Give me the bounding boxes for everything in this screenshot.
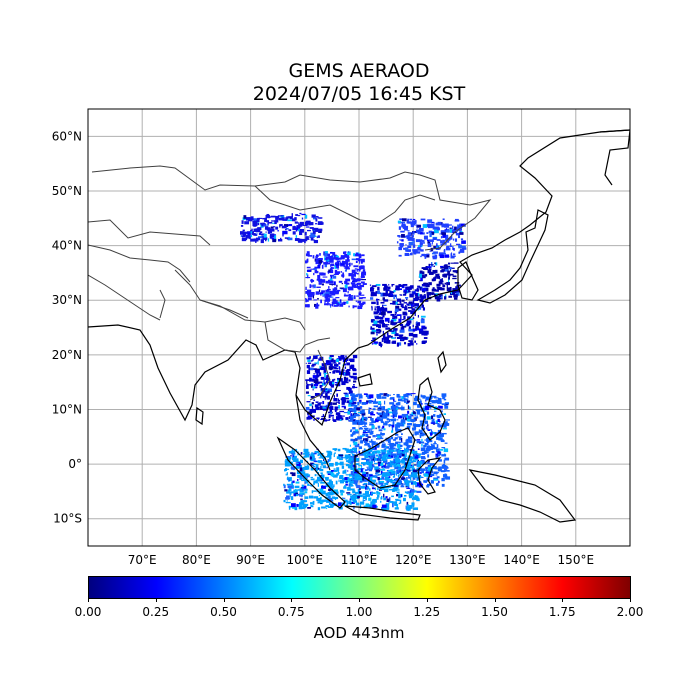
sulawesi-coast (417, 457, 442, 495)
colorbar-label: AOD 443nm (313, 624, 405, 642)
aod-patch (369, 283, 429, 348)
colorbar-tick-mark (88, 598, 89, 602)
border-afg-pak (88, 274, 161, 321)
colorbar-tick-label: 2.00 (616, 605, 644, 619)
colorbar-tick-label: 1.25 (413, 605, 441, 619)
malay-peninsula (295, 394, 331, 471)
borneo-coast (354, 427, 416, 489)
colorbar-tick-mark (494, 598, 496, 602)
lat-tick-label: 0° (68, 457, 82, 471)
srilanka-coast (195, 406, 204, 426)
map-subtitle-datetime: 2024/07/05 16:45 KST (252, 83, 466, 105)
aod-patch (283, 447, 423, 512)
lon-tick-label: 130°E (449, 553, 486, 567)
lon-tick-label: 80°E (182, 553, 211, 567)
country-borders (88, 165, 492, 401)
border-central-asia (88, 244, 191, 283)
colorbar-tick-mark (155, 598, 157, 602)
lat-tick-label: 40°N (52, 239, 82, 253)
border-india-china (174, 269, 306, 331)
colorbar (88, 576, 631, 599)
asia-coastline (88, 129, 630, 427)
border-nepal (199, 299, 249, 319)
map-frame (87, 108, 631, 547)
axis-labels: 60°N 50°N 40°N 30°N 20°N 10°N 0° 10°S 70°E 80°E 90… (52, 129, 594, 567)
map-title: GEMS AERAOD (288, 60, 430, 82)
coastlines (88, 129, 630, 523)
lon-tick-label: 90°E (236, 553, 265, 567)
hainan-coast (357, 373, 373, 387)
colorbar-tick-mark (630, 598, 631, 602)
border-russia-china (91, 165, 492, 251)
aod-data-layer (240, 212, 467, 512)
colorbar-tick-label: 0.00 (74, 605, 102, 619)
philippines-coast (417, 376, 446, 441)
lon-tick-label: 100°E (287, 553, 324, 567)
lon-tick-label: 150°E (558, 553, 595, 567)
colorbar-tick-label: 0.25 (142, 605, 170, 619)
taiwan-coast (437, 350, 447, 374)
colorbar-tick-mark (291, 598, 293, 602)
lat-tick-label: 50°N (52, 184, 82, 198)
gridlines (88, 109, 630, 546)
lat-tick-label: 30°N (52, 293, 82, 307)
sakhalin-coast (599, 129, 630, 186)
lat-tick-label: 60°N (52, 129, 82, 143)
lat-tick-label: 10°S (53, 512, 82, 526)
aod-patch (304, 251, 367, 310)
japan-coast (476, 209, 549, 304)
border-kazakh (88, 219, 211, 246)
colorbar-tick-label: 0.50 (210, 605, 237, 619)
colorbar-tick-mark (562, 598, 564, 602)
colorbar-tick-label: 1.00 (345, 605, 373, 619)
lon-tick-label: 140°E (503, 553, 540, 567)
border-mongolia (254, 185, 436, 223)
sumatra-coast (276, 436, 346, 509)
colorbar-tick-mark (426, 598, 428, 602)
colorbar-tick-label: 1.75 (548, 605, 576, 619)
aod-patch (396, 218, 467, 260)
lon-tick-label: 120°E (395, 553, 432, 567)
colorbar-tick-mark (359, 598, 360, 602)
border-india-pak (159, 289, 166, 319)
korea-coast (457, 261, 479, 301)
colorbar-tick-mark (223, 598, 225, 602)
border-indochina (309, 349, 331, 401)
lon-tick-label: 70°E (128, 553, 157, 567)
new-guinea-coast (468, 469, 577, 523)
java-coast (344, 505, 421, 521)
border-burma (264, 321, 331, 353)
lon-tick-label: 110°E (341, 553, 378, 567)
lat-tick-label: 20°N (52, 348, 82, 362)
lat-tick-label: 10°N (52, 402, 82, 416)
colorbar-tick-label: 0.75 (277, 605, 305, 619)
aod-patch (240, 212, 324, 244)
colorbar-tick-label: 1.50 (481, 605, 508, 619)
